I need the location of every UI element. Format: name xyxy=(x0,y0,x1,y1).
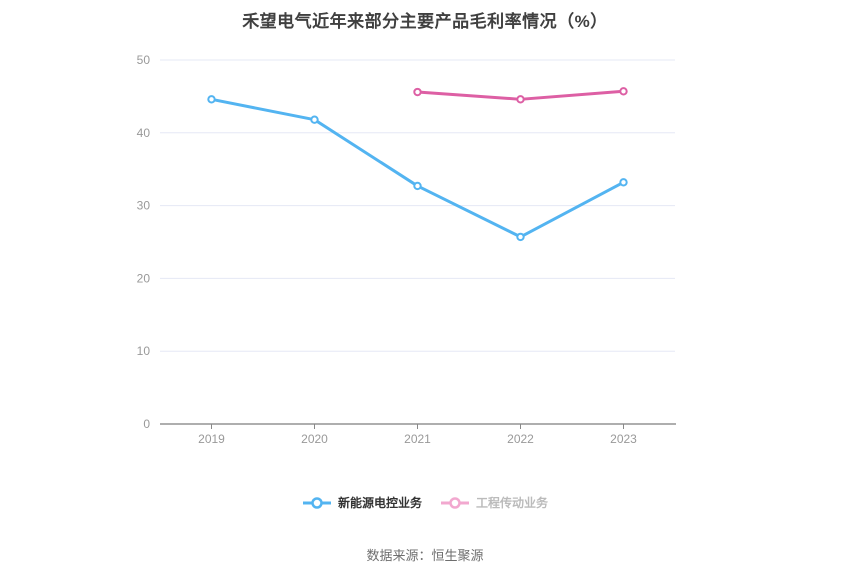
y-tick-label-30: 30 xyxy=(137,199,151,213)
data-point-series-0-2020[interactable] xyxy=(310,115,319,124)
y-tick-label-10: 10 xyxy=(137,344,151,358)
x-tick-label-2019: 2019 xyxy=(198,432,225,446)
y-tick-label-40: 40 xyxy=(137,126,151,140)
data-point-series-1-2022[interactable] xyxy=(516,95,525,104)
x-tick-label-2023: 2023 xyxy=(610,432,637,446)
x-tick-label-2020: 2020 xyxy=(301,432,328,446)
legend-label-series-1: 工程传动业务 xyxy=(476,496,549,510)
line-chart-plot: 0 10 20 30 40 50 2019 2020 2021 2022 2023 xyxy=(137,53,676,446)
y-tick-label-20: 20 xyxy=(137,271,151,285)
data-point-series-0-2022[interactable] xyxy=(516,232,525,242)
legend-line-marker-icon xyxy=(441,496,469,509)
chart-title: 禾望电气近年来部分主要产品毛利率情况（%） xyxy=(242,12,608,31)
legend-label-series-0: 新能源电控业务 xyxy=(337,496,422,510)
data-point-series-1-2023[interactable] xyxy=(619,87,628,96)
y-tick-label-50: 50 xyxy=(137,53,151,67)
x-tick-label-2022: 2022 xyxy=(507,432,534,446)
legend-item-series-0[interactable]: 新能源电控业务 xyxy=(302,494,422,511)
data-point-series-1-2021[interactable] xyxy=(413,87,422,97)
y-tick-label-0: 0 xyxy=(143,417,150,431)
legend-line-marker-icon xyxy=(302,496,331,509)
x-tick-label-2021: 2021 xyxy=(404,432,431,446)
data-point-series-0-2023[interactable] xyxy=(619,178,628,187)
line-series-0[interactable] xyxy=(210,97,625,239)
chart-legend: 新能源电控业务 工程传动业务 xyxy=(0,494,850,511)
legend-item-series-1[interactable]: 工程传动业务 xyxy=(440,494,548,511)
data-source-note: 数据来源：恒生聚源 xyxy=(366,548,484,563)
data-point-series-0-2019[interactable] xyxy=(207,95,216,104)
data-point-series-0-2021[interactable] xyxy=(413,181,422,191)
